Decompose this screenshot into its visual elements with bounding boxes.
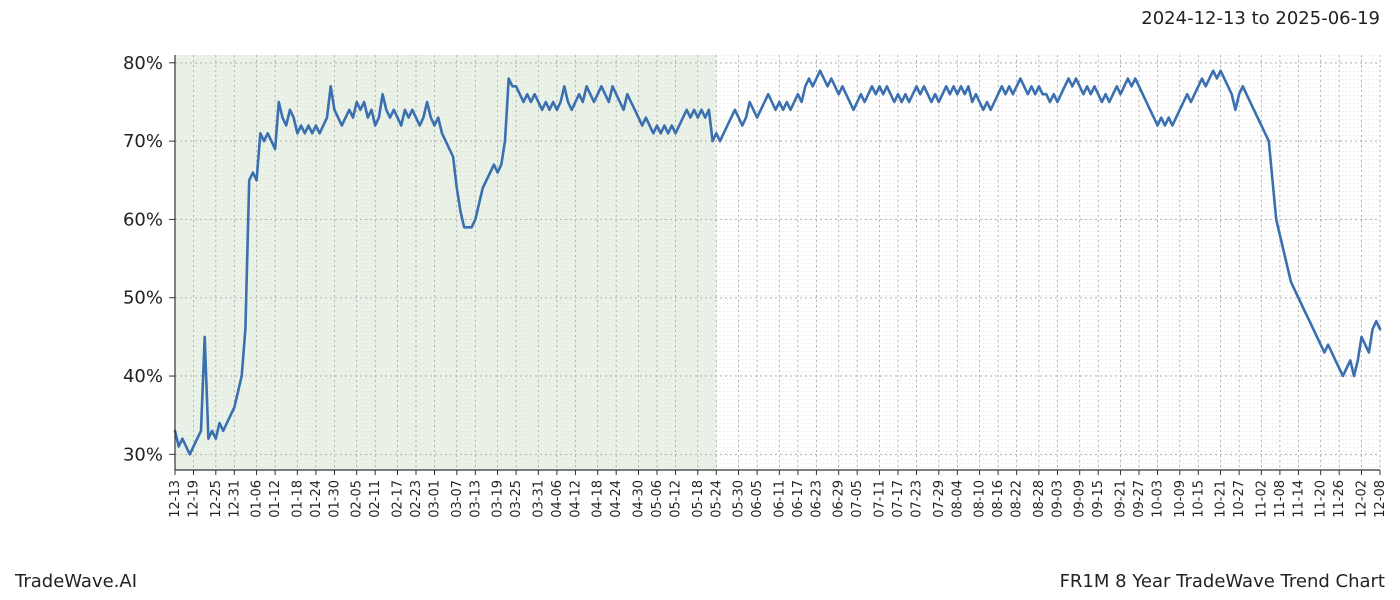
x-tick-label: 05-30 (732, 480, 747, 518)
x-tick-label: 11-02 (1254, 480, 1269, 518)
x-tick-label: 01-06 (250, 480, 265, 518)
x-tick-label: 11-14 (1291, 480, 1306, 518)
x-tick-label: 11-26 (1332, 480, 1347, 518)
x-tick-label: 06-29 (832, 480, 847, 518)
x-tick-label: 05-18 (691, 480, 706, 518)
x-tick-label: 04-06 (550, 480, 565, 518)
trend-chart: 30% 40% 50% 60% 70% 80% 12-13 12-19 12-2512-31 01… (0, 0, 1400, 600)
x-tick-label: 09-09 (1073, 480, 1088, 518)
y-tick-label: 80% (123, 53, 163, 74)
x-tick-label: 04-30 (631, 480, 646, 518)
x-tick-label: 11-08 (1273, 480, 1288, 518)
x-tick-label: 03-07 (450, 480, 465, 518)
x-tick-label: 08-22 (1010, 480, 1025, 518)
x-tick-label: 12-08 (1373, 480, 1388, 518)
x-tick-label: 02-17 (390, 480, 405, 518)
x-tick-label: 12-13 (168, 480, 183, 518)
x-tick-label: 12-02 (1354, 480, 1369, 518)
x-tick-label: 08-04 (950, 480, 965, 518)
y-tick-label: 50% (123, 288, 163, 309)
x-tick-label: 07-23 (910, 480, 925, 518)
y-tick-label: 40% (123, 366, 163, 387)
x-tick-label: 08-16 (991, 480, 1006, 518)
x-tick-label: 03-01 (428, 480, 443, 518)
x-tick-label: 03-31 (531, 480, 546, 518)
x-tick-label: 01-24 (309, 480, 324, 518)
y-tick-label: 60% (123, 209, 163, 230)
x-tick-label: 04-12 (568, 480, 583, 518)
y-tick-label: 30% (123, 444, 163, 465)
x-tick-label: 06-23 (809, 480, 824, 518)
x-tick-label: 12-19 (187, 480, 202, 518)
x-tick-label: 01-18 (290, 480, 305, 518)
y-tick-label: 70% (123, 131, 163, 152)
x-tick-label: 06-11 (772, 480, 787, 518)
x-tick-label: 03-13 (468, 480, 483, 518)
x-tick-label: 11-20 (1314, 480, 1329, 518)
x-tick-label: 12-25 (209, 480, 224, 518)
x-tick-label: 05-06 (650, 480, 665, 518)
x-tick-label: 08-28 (1032, 480, 1047, 518)
x-tick-label: 07-05 (850, 480, 865, 518)
x-tick-label: 09-15 (1091, 480, 1106, 518)
x-tick-label: 06-17 (791, 480, 806, 518)
x-tick-label: 02-05 (350, 480, 365, 518)
x-tick-label: 12-31 (227, 480, 242, 518)
x-tick-label: 10-03 (1151, 480, 1166, 518)
x-tick-label: 04-18 (591, 480, 606, 518)
x-tick-label: 07-11 (872, 480, 887, 518)
x-tick-label: 02-23 (409, 480, 424, 518)
x-tick-label: 03-25 (509, 480, 524, 518)
x-tick-label: 04-24 (609, 480, 624, 518)
x-tick-label: 01-30 (327, 480, 342, 518)
x-tick-label: 03-19 (491, 480, 506, 518)
x-tick-label: 01-12 (268, 480, 283, 518)
x-tick-label: 10-27 (1232, 480, 1247, 518)
x-tick-label: 07-17 (891, 480, 906, 518)
x-tick-label: 10-09 (1173, 480, 1188, 518)
x-tick-label: 05-12 (669, 480, 684, 518)
x-tick-label: 08-10 (973, 480, 988, 518)
x-tick-label: 07-29 (932, 480, 947, 518)
x-tick-label: 06-05 (750, 480, 765, 518)
x-tick-label: 05-24 (709, 480, 724, 518)
x-tick-label: 09-03 (1050, 480, 1065, 518)
x-tick-label: 09-21 (1113, 480, 1128, 518)
x-tick-label: 02-11 (368, 480, 383, 518)
x-tick-label: 10-21 (1214, 480, 1229, 518)
x-tick-label: 09-27 (1132, 480, 1147, 518)
x-tick-label: 10-15 (1191, 480, 1206, 518)
